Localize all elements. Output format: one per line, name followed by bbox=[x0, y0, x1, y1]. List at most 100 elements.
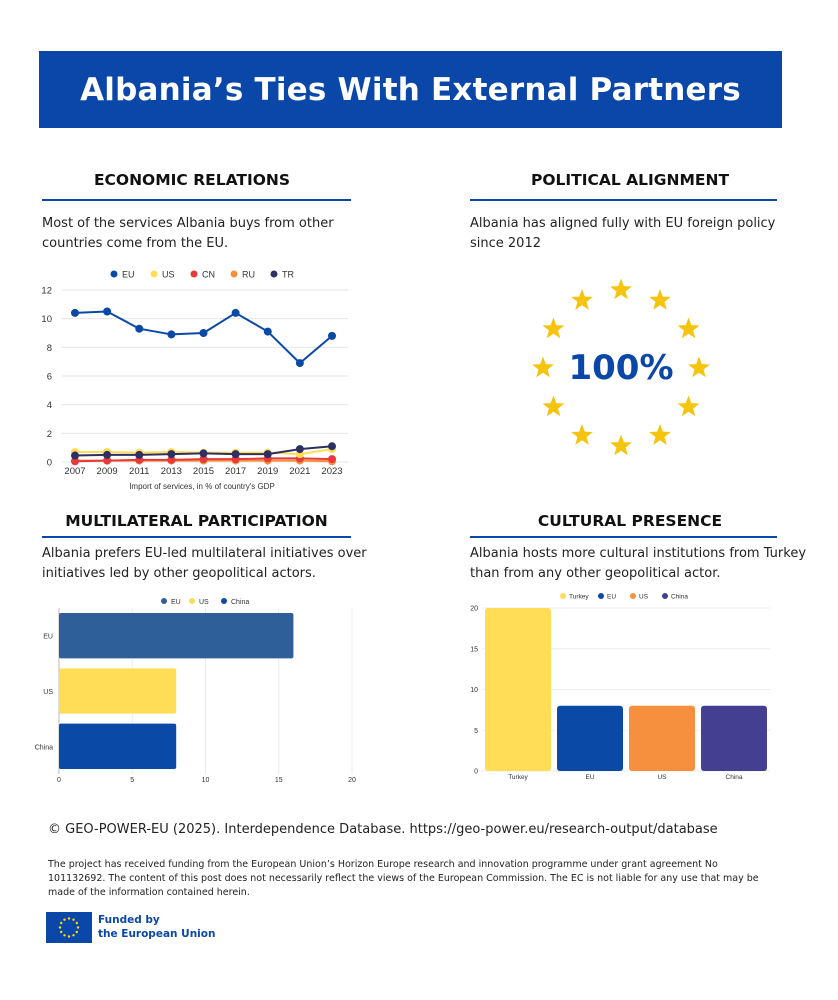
x-tick-label: US bbox=[657, 774, 667, 781]
economic-title: ECONOMIC RELATIONS bbox=[93, 171, 291, 189]
data-point-tr bbox=[167, 450, 176, 459]
legend-label-tr: TR bbox=[282, 270, 294, 280]
x-tick-label: 2021 bbox=[289, 466, 310, 477]
multilateral-rule bbox=[42, 536, 351, 538]
political-description: Albania has aligned fully with EU foreig… bbox=[470, 214, 775, 254]
y-tick-label: 5 bbox=[474, 728, 478, 735]
y-tick-label: 15 bbox=[470, 646, 478, 653]
data-point-cn bbox=[199, 455, 208, 464]
multilateral-desc-line2: initiatives led by other geopolitical ac… bbox=[42, 566, 316, 581]
legend-label-us: US bbox=[639, 594, 649, 601]
star-icon bbox=[542, 395, 565, 417]
y-tick-label: 4 bbox=[47, 400, 52, 411]
multilateral-desc-line1: Albania prefers EU-led multilateral init… bbox=[42, 546, 367, 561]
political-desc-line1: Albania has aligned fully with EU foreig… bbox=[470, 216, 776, 231]
cultural-desc-line2: than from any other geopolitical actor. bbox=[470, 566, 721, 581]
legend-label-china: China bbox=[671, 594, 688, 601]
cultural-description: Albania hosts more cultural institutions… bbox=[470, 544, 806, 584]
multilateral-description: Albania prefers EU-led multilateral init… bbox=[42, 544, 367, 584]
legend-label-china: China bbox=[231, 599, 249, 606]
star-icon bbox=[571, 424, 593, 445]
y-tick-label: 12 bbox=[41, 286, 52, 297]
star-icon bbox=[542, 317, 565, 339]
bar-us bbox=[59, 668, 177, 714]
alignment-percentage: 100% bbox=[568, 348, 673, 388]
star-icon bbox=[649, 424, 671, 445]
cultural-title: CULTURAL PRESENCE bbox=[537, 512, 723, 530]
page-title: Albania’s Ties With External Partners bbox=[80, 71, 741, 108]
data-point-eu bbox=[167, 330, 176, 339]
data-point-eu bbox=[263, 327, 272, 336]
political-title: POLITICAL ALIGNMENT bbox=[530, 171, 730, 189]
economic-description: Most of the services Albania buys from o… bbox=[42, 214, 334, 254]
economic-desc-line1: Most of the services Albania buys from o… bbox=[42, 216, 334, 231]
bar-china bbox=[59, 723, 177, 769]
eu-flag-icon bbox=[46, 912, 92, 943]
data-point-tr bbox=[103, 450, 112, 459]
data-point-cn bbox=[167, 455, 176, 464]
y-tick-label: 10 bbox=[470, 687, 478, 694]
flag-star bbox=[60, 921, 63, 925]
x-tick-label: 5 bbox=[130, 777, 134, 784]
flag-star bbox=[67, 935, 71, 938]
data-point-tr bbox=[328, 442, 336, 451]
star-icon bbox=[610, 434, 632, 456]
data-point-tr bbox=[135, 450, 144, 459]
data-point-tr bbox=[263, 450, 272, 459]
data-point-cn bbox=[71, 457, 79, 466]
x-tick-label: EU bbox=[585, 774, 594, 781]
legend-label-turkey: Turkey bbox=[569, 594, 589, 601]
bar-china bbox=[701, 705, 767, 771]
x-axis-title: Import of services, in % of country's GD… bbox=[129, 482, 275, 491]
flag-star bbox=[63, 918, 66, 921]
source-citation: © GEO-POWER-EU (2025). Interdependence D… bbox=[48, 822, 718, 837]
data-point-eu bbox=[103, 307, 112, 316]
flag-star bbox=[67, 917, 71, 920]
legend-label-us: US bbox=[199, 599, 209, 606]
x-tick-label: 2013 bbox=[161, 466, 182, 477]
legend-label-eu: EU bbox=[171, 599, 181, 606]
flag-star bbox=[76, 926, 80, 929]
bar-us bbox=[629, 705, 695, 771]
y-tick-label: 6 bbox=[47, 372, 52, 383]
x-tick-label: 2009 bbox=[97, 466, 118, 477]
funding-disclaimer: The project has received funding from th… bbox=[48, 859, 759, 898]
legend-label-eu: EU bbox=[122, 270, 135, 280]
y-tick-label: US bbox=[43, 689, 53, 696]
data-point-eu bbox=[199, 329, 208, 337]
legend-marker-china bbox=[221, 598, 227, 604]
bar-eu bbox=[59, 613, 294, 659]
flag-star bbox=[75, 921, 78, 925]
legend-marker-eu bbox=[161, 598, 167, 604]
economic-desc-line2: countries come from the EU. bbox=[42, 236, 229, 251]
funded-by-eu: Funded by the European Union bbox=[98, 913, 215, 941]
y-tick-label: 20 bbox=[470, 606, 478, 613]
x-tick-label: China bbox=[726, 774, 743, 781]
x-tick-label: 0 bbox=[57, 777, 61, 784]
political-desc-line2: since 2012 bbox=[470, 236, 541, 251]
funded-line2: the European Union bbox=[98, 928, 216, 940]
multilateral-title: MULTILATERAL PARTICIPATION bbox=[65, 512, 328, 530]
data-point-eu bbox=[71, 308, 79, 317]
economic-rule bbox=[42, 199, 351, 201]
data-point-cn bbox=[328, 455, 336, 464]
y-tick-label: EU bbox=[43, 634, 53, 641]
y-tick-label: 0 bbox=[474, 769, 478, 776]
x-tick-label: 20 bbox=[348, 777, 356, 784]
x-tick-label: 2011 bbox=[129, 466, 149, 477]
legend-label-cn: CN bbox=[202, 270, 215, 280]
cultural-bar-chart: Turkey EU US China 0 5 10 15 20 Turkey EU US China bbox=[470, 593, 770, 781]
legend-label-eu: EU bbox=[607, 594, 616, 601]
data-point-eu bbox=[328, 331, 336, 340]
legend-marker-us bbox=[189, 598, 195, 604]
data-point-eu bbox=[295, 359, 304, 368]
flag-star bbox=[60, 930, 63, 934]
legend-marker-ru bbox=[230, 270, 238, 278]
data-point-eu bbox=[231, 308, 240, 317]
legend-marker-us bbox=[630, 593, 636, 599]
star-icon bbox=[532, 356, 554, 378]
x-tick-label: 2023 bbox=[321, 466, 342, 477]
y-tick-label: 2 bbox=[47, 429, 52, 440]
star-icon bbox=[677, 395, 700, 417]
star-icon bbox=[677, 317, 700, 339]
